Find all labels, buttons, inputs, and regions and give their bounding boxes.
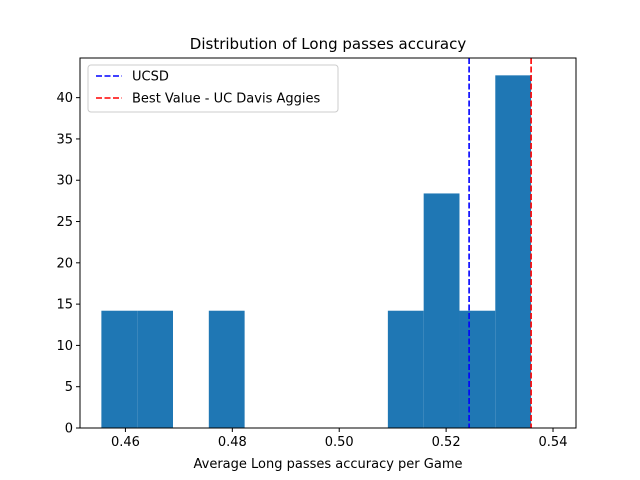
legend: UCSD Best Value - UC Davis Aggies: [87, 64, 339, 113]
y-tick-label: 0: [65, 422, 73, 437]
axes-group: 0.46 0.48 0.50 0.52 0.54 0 5 10 15 20 25 30 35 40: [56, 57, 577, 450]
histogram-bar: [423, 193, 460, 428]
y-tick-label: 35: [56, 132, 73, 147]
x-tick-label: 0.48: [218, 435, 247, 450]
legend-label: Best Value - UC Davis Aggies: [132, 92, 320, 107]
y-tick-label: 40: [56, 91, 73, 106]
legend-box: [87, 64, 339, 113]
legend-label: UCSD: [132, 70, 169, 85]
y-tick-label: 30: [56, 174, 73, 189]
x-tick-label: 0.50: [325, 435, 354, 450]
y-tick-label: 20: [56, 256, 73, 271]
reference-lines-group: [468, 58, 532, 428]
y-tick-label: 10: [56, 339, 73, 354]
histogram-bar: [137, 310, 173, 428]
y-tick-label: 15: [56, 298, 73, 313]
bars-group: [101, 75, 532, 428]
histogram-bar: [208, 310, 245, 428]
plot-frame: [79, 57, 577, 429]
x-tick-label: 0.52: [432, 435, 461, 450]
histogram-bar: [495, 75, 532, 428]
x-axis-label: Average Long passes accuracy per Game: [194, 457, 463, 472]
histogram-bar: [387, 310, 424, 428]
x-tick-label: 0.54: [539, 435, 568, 450]
histogram-bar: [101, 310, 138, 428]
chart-title: Distribution of Long passes accuracy: [190, 35, 467, 53]
y-tick-label: 5: [65, 380, 73, 395]
y-tick-label: 25: [56, 215, 73, 230]
x-tick-label: 0.46: [111, 435, 140, 450]
histogram-bar: [459, 310, 496, 428]
